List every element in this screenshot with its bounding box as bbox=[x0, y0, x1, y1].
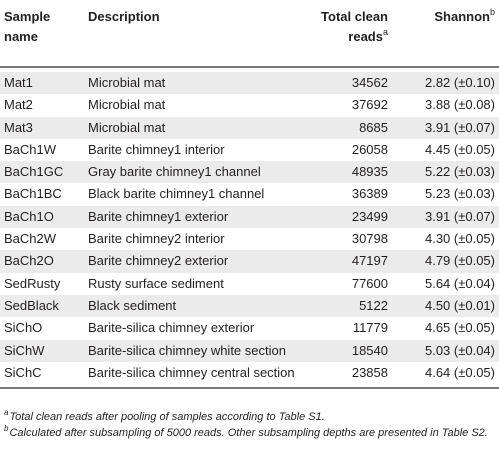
total-clean-reads-cell: 11779 bbox=[352, 320, 388, 336]
total-clean-reads-cell: 18540 bbox=[351, 342, 388, 358]
footnote-b-text: Calculated after subsampling of 5000 rea… bbox=[9, 427, 488, 439]
sample-name-cell: BaCh2W bbox=[4, 231, 57, 247]
total-clean-reads-cell: 30798 bbox=[351, 231, 388, 247]
sample-name-cell: BaCh1BC bbox=[4, 186, 62, 202]
table-row: SiChO Barite-silica chimney exterior 11779… bbox=[0, 317, 499, 339]
footnote-a: aTotal clean reads after pooling of samp… bbox=[4, 409, 494, 425]
table-row: BaCh1BC Black barite chimney1 channel 3638… bbox=[0, 183, 499, 205]
table-header: Sample name Description Total clean read… bbox=[0, 0, 499, 68]
header-shannon-label: Shannon bbox=[434, 9, 490, 24]
table-row: BaCh1O Barite chimney1 exterior 23499 3.91 … bbox=[0, 205, 499, 229]
table-body: Mat1 Microbial mat 34562 2.82 (±0.10) Mat2 Mi… bbox=[0, 68, 499, 384]
footnote-b: bCalculated after subsampling of 5000 re… bbox=[4, 425, 494, 441]
shannon-cell: 4.45 (±0.05) bbox=[424, 141, 495, 157]
description-cell: Microbial mat bbox=[88, 97, 166, 113]
table-row: Mat1 Microbial mat 34562 2.82 (±0.10) bbox=[0, 72, 499, 95]
table-row: SedBlack Black sediment 5122 4.50 (±0.01) bbox=[0, 294, 499, 318]
total-clean-reads-cell: 23858 bbox=[351, 364, 388, 380]
header-sample-name: Sample name bbox=[4, 9, 51, 44]
footnote-b-marker: b bbox=[489, 7, 495, 17]
sample-name-cell: SiChO bbox=[4, 320, 43, 336]
total-clean-reads-cell: 77600 bbox=[351, 275, 388, 291]
total-clean-reads-cell: 36389 bbox=[351, 186, 388, 202]
description-cell: Rusty surface sediment bbox=[88, 275, 224, 291]
table-row: BaCh1W Barite chimney1 interior 26058 4.45 … bbox=[0, 139, 499, 161]
footnote-b-mark: b bbox=[4, 424, 9, 433]
footnote-a-mark: a bbox=[4, 408, 9, 417]
table-row: BaCh2W Barite chimney2 interior 30798 4.30 … bbox=[0, 228, 499, 250]
total-clean-reads-cell: 37692 bbox=[351, 97, 388, 113]
sample-name-cell: BaCh1GC bbox=[4, 164, 64, 180]
total-clean-reads-cell: 48935 bbox=[351, 164, 388, 180]
shannon-cell: 5.23 (±0.03) bbox=[424, 186, 495, 202]
shannon-cell: 2.82 (±0.10) bbox=[424, 75, 495, 90]
header-reads-label: Total clean reads bbox=[321, 9, 388, 44]
description-cell: Microbial mat bbox=[88, 119, 166, 135]
sample-name-cell: SedBlack bbox=[4, 297, 59, 313]
sample-name-cell: Mat3 bbox=[4, 119, 33, 135]
description-cell: Microbial mat bbox=[88, 75, 166, 90]
sample-name-cell: SiChW bbox=[4, 342, 45, 358]
table-bottom-rule bbox=[0, 387, 499, 390]
shannon-cell: 3.88 (±0.08) bbox=[424, 97, 495, 113]
table-row: SiChC Barite-silica chimney central secti… bbox=[0, 362, 499, 384]
description-cell: Barite-silica chimney exterior bbox=[88, 320, 255, 336]
table-row: SiChW Barite-silica chimney white section… bbox=[0, 339, 499, 362]
sample-name-cell: SedRusty bbox=[4, 275, 61, 291]
total-clean-reads-cell: 26058 bbox=[351, 141, 388, 157]
header-total-clean-reads: Total clean readsa bbox=[278, 7, 388, 47]
footnote-a-text: Total clean reads after pooling of sampl… bbox=[9, 411, 325, 423]
shannon-cell: 4.30 (±0.05) bbox=[424, 231, 495, 247]
sample-name-cell: BaCh1W bbox=[4, 141, 57, 157]
total-clean-reads-cell: 47197 bbox=[351, 253, 388, 269]
header-shannon: Shannonb bbox=[405, 7, 495, 27]
table-footnotes: aTotal clean reads after pooling of samp… bbox=[4, 409, 494, 441]
description-cell: Barite chimney1 interior bbox=[88, 141, 225, 157]
table-row: SedRusty Rusty surface sediment 77600 5.64 … bbox=[0, 273, 499, 295]
header-description: Description bbox=[88, 9, 160, 24]
description-cell: Black sediment bbox=[88, 297, 177, 313]
description-cell: Barite chimney2 exterior bbox=[88, 253, 229, 269]
description-cell: Barite-silica chimney white section bbox=[88, 342, 286, 358]
shannon-cell: 5.64 (±0.04) bbox=[424, 275, 495, 291]
shannon-cell: 3.91 (±0.07) bbox=[424, 119, 495, 135]
description-cell: Barite chimney1 exterior bbox=[88, 208, 229, 224]
table-row: Mat2 Microbial mat 37692 3.88 (±0.08) bbox=[0, 94, 499, 116]
sample-name-cell: Mat2 bbox=[4, 97, 33, 113]
sample-name-cell: BaCh2O bbox=[4, 253, 54, 269]
total-clean-reads-cell: 8685 bbox=[359, 119, 388, 135]
sample-name-cell: SiChC bbox=[4, 364, 42, 380]
shannon-cell: 4.65 (±0.05) bbox=[424, 320, 495, 336]
shannon-cell: 5.03 (±0.04) bbox=[424, 342, 495, 358]
sample-name-cell: BaCh1O bbox=[4, 208, 54, 224]
shannon-cell: 5.22 (±0.03) bbox=[424, 164, 495, 180]
description-cell: Barite-silica chimney central section bbox=[88, 364, 295, 380]
table-row: Mat3 Microbial mat 8685 3.91 (±0.07) bbox=[0, 116, 499, 139]
total-clean-reads-cell: 34562 bbox=[351, 75, 388, 90]
description-cell: Black barite chimney1 channel bbox=[88, 186, 265, 202]
total-clean-reads-cell: 23499 bbox=[351, 208, 388, 224]
table-row: BaCh1GC Gray barite chimney1 channel 48935… bbox=[0, 161, 499, 184]
total-clean-reads-cell: 5122 bbox=[359, 297, 388, 313]
description-cell: Barite chimney2 interior bbox=[88, 231, 225, 247]
table-row: BaCh2O Barite chimney2 exterior 47197 4.79 … bbox=[0, 250, 499, 273]
shannon-cell: 4.50 (±0.01) bbox=[424, 297, 495, 313]
footnote-a-marker: a bbox=[382, 27, 388, 37]
shannon-cell: 4.64 (±0.05) bbox=[424, 364, 495, 380]
sample-name-cell: Mat1 bbox=[4, 75, 33, 90]
shannon-cell: 3.91 (±0.07) bbox=[424, 208, 495, 224]
shannon-cell: 4.79 (±0.05) bbox=[424, 253, 495, 269]
data-table: Sample name Description Total clean read… bbox=[0, 0, 499, 390]
description-cell: Gray barite chimney1 channel bbox=[88, 164, 261, 180]
